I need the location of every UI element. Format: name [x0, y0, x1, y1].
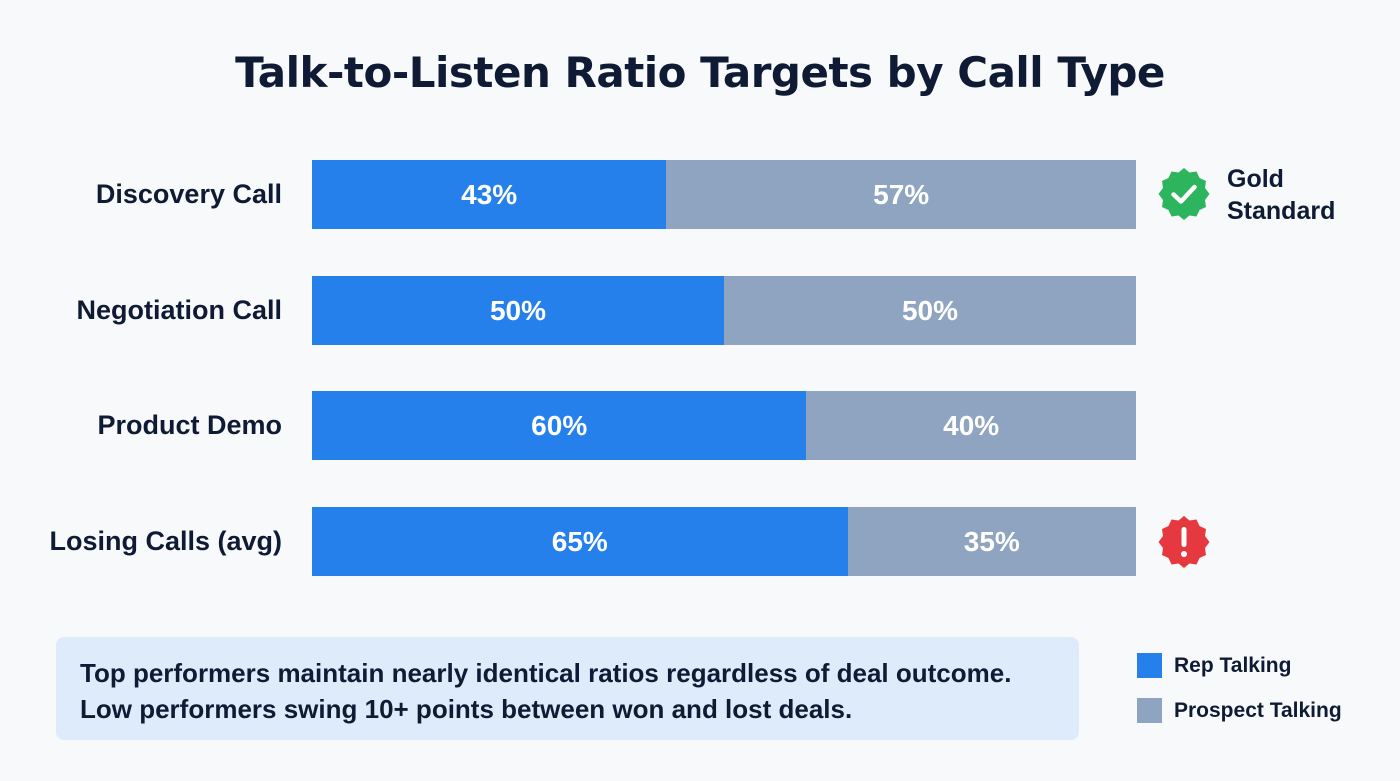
prospect-segment: 57% [666, 160, 1136, 229]
rep-segment: 60% [312, 391, 807, 460]
bar-row-product-demo: Product Demo 60% 40% [0, 391, 1400, 460]
prospect-segment: 50% [724, 276, 1136, 345]
legend-label: Prospect Talking [1174, 698, 1342, 722]
check-badge-icon [1158, 168, 1210, 220]
stacked-bar: 60% 40% [312, 391, 1136, 460]
legend-item-rep: Rep Talking [1137, 653, 1291, 678]
stacked-bar: 50% 50% [312, 276, 1136, 345]
row-label: Negotiation Call [76, 295, 282, 325]
bar-row-negotiation: Negotiation Call 50% 50% [0, 276, 1400, 345]
insight-callout: Top performers maintain nearly identical… [56, 637, 1079, 740]
callout-line-2: Low performers swing 10+ points between … [80, 694, 853, 724]
gold-label-line1: Gold [1227, 165, 1284, 193]
prospect-segment: 35% [847, 507, 1136, 576]
rep-segment: 65% [312, 507, 848, 576]
prospect-segment: 40% [806, 391, 1136, 460]
gold-standard-label: Gold Standard [1227, 163, 1335, 227]
rep-segment: 43% [312, 160, 667, 229]
bar-row-discovery: Discovery Call 43% 57% [0, 160, 1400, 229]
chart-title: Talk-to-Listen Ratio Targets by Call Typ… [235, 48, 1165, 97]
row-label: Product Demo [97, 410, 282, 440]
stacked-bar: 43% 57% [312, 160, 1136, 229]
bar-row-losing-calls: Losing Calls (avg) 65% 35% [0, 507, 1400, 576]
legend-swatch-rep [1137, 653, 1162, 678]
legend-swatch-prospect [1137, 698, 1162, 723]
alert-badge-icon [1158, 516, 1210, 568]
stacked-bar: 65% 35% [312, 507, 1136, 576]
callout-line-1: Top performers maintain nearly identical… [80, 658, 1012, 688]
row-label: Losing Calls (avg) [49, 526, 282, 556]
row-label: Discovery Call [95, 179, 282, 209]
gold-label-line2: Standard [1227, 197, 1336, 225]
rep-segment: 50% [312, 276, 724, 345]
legend-label: Rep Talking [1174, 653, 1292, 677]
legend-item-prospect: Prospect Talking [1137, 698, 1342, 723]
